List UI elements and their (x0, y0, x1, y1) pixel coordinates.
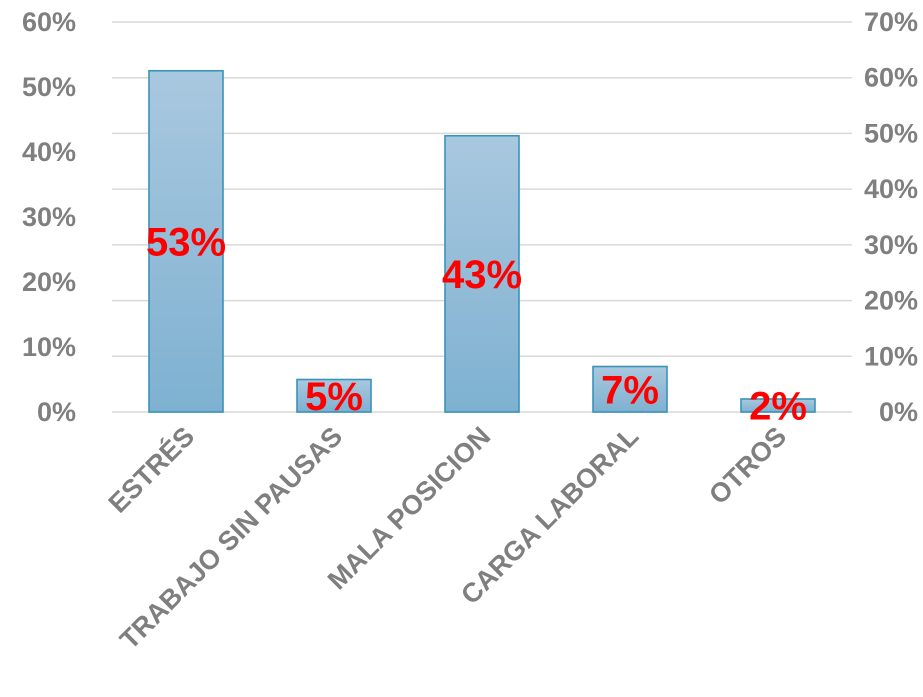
left-y-tick-label: 60% (22, 7, 76, 37)
bar (444, 134, 520, 413)
data-label: 2% (749, 385, 807, 429)
left-y-tick-label: 30% (22, 202, 76, 232)
left-y-tick-label: 20% (22, 267, 76, 297)
x-tick-label: MALA POSICION (322, 421, 496, 595)
bar (148, 69, 224, 413)
bar (740, 398, 816, 413)
left-y-tick-label: 10% (22, 332, 76, 362)
bars (148, 69, 816, 413)
bar (592, 365, 668, 413)
right-y-tick-label: 0% (879, 397, 918, 427)
bar (296, 378, 372, 413)
right-y-tick-label: 10% (864, 341, 918, 371)
left-y-tick-label: 0% (37, 397, 76, 427)
data-label: 53% (146, 220, 226, 264)
right-y-tick-label: 30% (864, 230, 918, 260)
x-tick-label: ESTRÉS (102, 420, 200, 518)
right-y-tick-label: 40% (864, 174, 918, 204)
right-y-tick-label: 50% (864, 118, 918, 148)
x-tick-label: OTROS (703, 421, 792, 510)
data-label: 5% (305, 375, 363, 419)
right-y-tick-label: 20% (864, 286, 918, 316)
data-label: 7% (601, 368, 659, 412)
left-y-tick-label: 50% (22, 72, 76, 102)
right-y-tick-label: 60% (864, 63, 918, 93)
left-y-tick-label: 40% (22, 137, 76, 167)
left-y-axis: 0% 10% 20% 30% 40% 50% 60% (22, 7, 76, 427)
data-label: 43% (442, 253, 522, 297)
right-y-tick-label: 70% (864, 7, 918, 37)
data-labels: 53% 5% 43% 7% 2% (146, 220, 807, 428)
right-y-axis: 0% 10% 20% 30% 40% 50% 60% 70% (864, 7, 918, 427)
